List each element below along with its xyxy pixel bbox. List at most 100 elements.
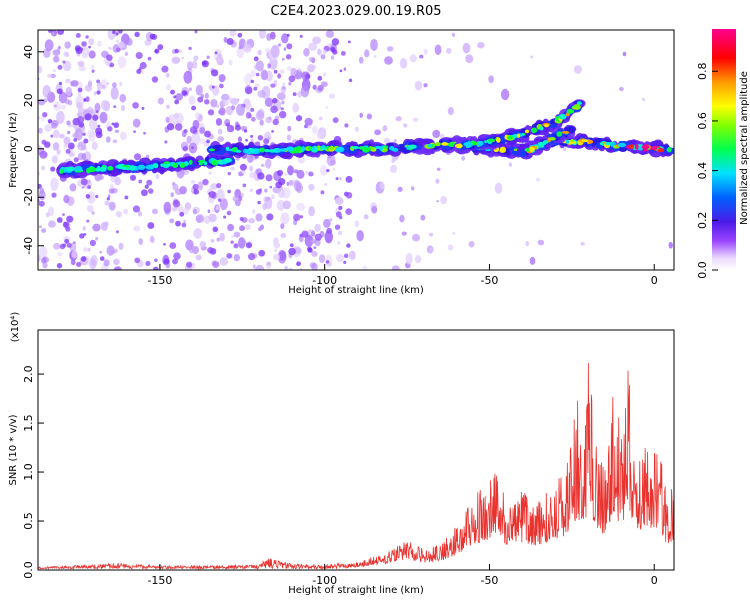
spectrogram-noise-point xyxy=(214,51,218,55)
spectrogram-noise-point xyxy=(93,91,97,96)
spectrogram-noise-point xyxy=(266,213,274,221)
spectrogram-noise-point xyxy=(348,78,353,83)
spectrogram-ridge-core xyxy=(293,146,302,153)
spectrogram-noise-point xyxy=(349,250,356,260)
spectrogram-noise-point xyxy=(278,110,287,119)
spectrogram-noise-point xyxy=(230,240,234,244)
spectrogram-noise-point xyxy=(163,201,172,214)
spectrogram-noise-point xyxy=(135,51,143,60)
spectrogram-noise-point xyxy=(317,75,323,81)
spectrogram-noise-point xyxy=(384,56,393,65)
spectrogram-ridge-core xyxy=(506,135,513,140)
spectrogram-noise-point xyxy=(255,188,262,195)
spectrogram-noise-point xyxy=(230,97,239,106)
spectrogram-noise-point xyxy=(133,130,136,134)
spectrogram-ridge-core xyxy=(285,146,294,152)
spectrogram-noise-point xyxy=(287,165,294,176)
spectrogram-noise-point xyxy=(146,179,153,186)
spectrogram-noise-point xyxy=(212,261,220,269)
spectrogram-noise-point xyxy=(218,83,224,89)
spectrogram-noise-point xyxy=(113,266,122,270)
spectrogram-noise-point xyxy=(138,238,144,246)
spectrogram-noise-point xyxy=(330,46,336,53)
spectrogram-noise-point xyxy=(186,261,193,268)
spectrogram-noise-point xyxy=(115,211,122,218)
spectrogram-noise-point xyxy=(132,118,141,128)
spectrogram-ridge-core xyxy=(573,104,581,110)
spectrogram-noise-point xyxy=(296,261,301,267)
spectrogram-noise-point xyxy=(212,99,216,103)
spectrogram-noise-point xyxy=(297,67,301,72)
spectrogram-noise-point xyxy=(217,136,225,142)
spectrogram-noise-point xyxy=(226,252,233,259)
spectrogram-noise-point xyxy=(116,42,120,45)
spectrogram-ridge-core xyxy=(351,146,360,150)
spectrogram-noise-point xyxy=(325,254,333,266)
spectrogram-noise-point xyxy=(219,257,229,266)
spectrogram-noise-point xyxy=(66,215,74,223)
spectrogram-noise-point xyxy=(79,233,85,239)
spectrogram-noise-point xyxy=(335,177,339,181)
spectrogram-noise-point xyxy=(324,183,328,186)
spectrogram-noise-point xyxy=(67,130,71,135)
spectrogram-noise-point xyxy=(92,223,101,232)
spectrogram-noise-point xyxy=(230,166,235,171)
spectrogram-noise-point xyxy=(53,242,61,250)
colorbar-tick-label: 0.2 xyxy=(696,212,709,230)
spectrogram-noise-point xyxy=(208,171,212,175)
spectrogram-noise-point xyxy=(206,55,210,60)
spectrogram-x-axis-label: Height of straight line (km) xyxy=(288,285,424,296)
spectrogram-ridge-core xyxy=(641,144,650,150)
spectrogram-noise-point xyxy=(323,72,326,77)
spectrogram-noise-point xyxy=(151,76,159,83)
spectrogram-noise-point xyxy=(83,138,89,144)
spectrogram-noise-point xyxy=(165,116,170,124)
spectrogram-noise-point xyxy=(231,105,235,111)
spectrogram-noise-point xyxy=(192,183,199,191)
spectrogram-noise-point xyxy=(452,231,456,235)
spectrogram-noise-point xyxy=(206,139,210,144)
spectrogram-ridge-core xyxy=(531,127,538,134)
spectrogram-noise-point xyxy=(119,93,127,103)
spectrogram-y-ticks: -40 -20 0 20 40 xyxy=(22,45,44,255)
spectrogram-noise-point xyxy=(343,67,347,71)
spectrogram-noise-point xyxy=(42,111,48,118)
spectrogram-ridge-core xyxy=(329,145,334,151)
spectrogram-noise-point xyxy=(286,181,290,187)
spectrogram-noise-point xyxy=(103,259,110,267)
spectrogram-noise-point xyxy=(258,30,267,39)
spectrogram-noise-point xyxy=(238,45,243,50)
spectrogram-ridge-core xyxy=(488,138,496,142)
spectrogram-noise-point xyxy=(133,225,141,232)
spectrogram-noise-point xyxy=(41,228,47,234)
spectrogram-noise-point xyxy=(529,256,536,265)
spectrogram-noise-point xyxy=(279,69,285,74)
spectrogram-noise-point xyxy=(284,265,289,270)
spectrogram-noise-point xyxy=(171,56,181,64)
spectrogram-noise-point xyxy=(218,198,222,202)
spectrogram-noise-point xyxy=(249,171,255,179)
spectrogram-noise-point xyxy=(107,194,111,198)
spectrogram-noise-point xyxy=(77,60,85,67)
spectrogram-noise-point xyxy=(100,79,108,91)
spectrogram-noise-point xyxy=(194,30,198,34)
spectrogram-ridge-core xyxy=(652,145,658,151)
spectrogram-noise-point xyxy=(66,120,71,126)
spectrogram-noise-point xyxy=(314,223,321,232)
spectrogram-noise-point xyxy=(308,205,316,217)
spectrogram-noise-point xyxy=(39,187,45,194)
snr-series-line xyxy=(38,362,674,570)
spectrogram-noise-point xyxy=(100,99,108,111)
spectrogram-noise-point xyxy=(488,75,494,84)
spectrogram-noise-point xyxy=(183,128,188,133)
spectrogram-noise-point xyxy=(98,82,103,87)
spectrogram-noise-point xyxy=(218,107,226,116)
spectrogram-noise-point xyxy=(145,260,151,267)
spectrogram-noise-point xyxy=(45,212,50,218)
spectrogram-noise-point xyxy=(70,80,79,87)
spectrogram-noise-point xyxy=(112,82,117,88)
spectrogram-noise-point xyxy=(245,86,253,95)
spectrogram-noise-point xyxy=(525,240,530,247)
spectrogram-y-tick-label: 20 xyxy=(22,93,35,107)
spectrogram-ridge-core xyxy=(311,147,316,151)
